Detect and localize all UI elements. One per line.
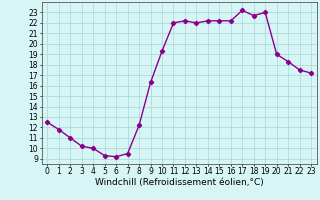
X-axis label: Windchill (Refroidissement éolien,°C): Windchill (Refroidissement éolien,°C) — [95, 178, 264, 187]
